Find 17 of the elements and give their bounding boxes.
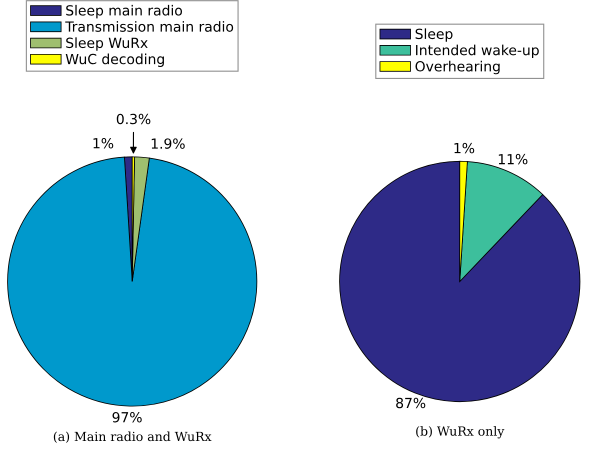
legend-label: Transmission main radio	[65, 21, 234, 32]
data-label: 11%	[498, 154, 528, 164]
pie-slice	[7, 156, 258, 407]
data-label: 1.9%	[152, 138, 185, 149]
data-label: 1%	[94, 138, 114, 148]
data-label: 0.3%	[116, 114, 150, 124]
text: (a) Main radio and WuRx	[54, 431, 212, 443]
legend-label: Overhearing	[415, 60, 500, 74]
data-label: 1%	[454, 142, 474, 154]
legend-label: WuC decoding	[66, 54, 164, 67]
data-label: 97%	[112, 412, 142, 423]
data-label: 87%	[396, 398, 426, 408]
legend-label: Sleep main radio	[66, 4, 182, 18]
legend-label: Sleep	[416, 28, 453, 42]
legend-label: Sleep WuRx	[66, 37, 148, 51]
legend-label: Intended wake-up	[416, 44, 539, 58]
text: (b) WuRx only	[416, 426, 504, 438]
